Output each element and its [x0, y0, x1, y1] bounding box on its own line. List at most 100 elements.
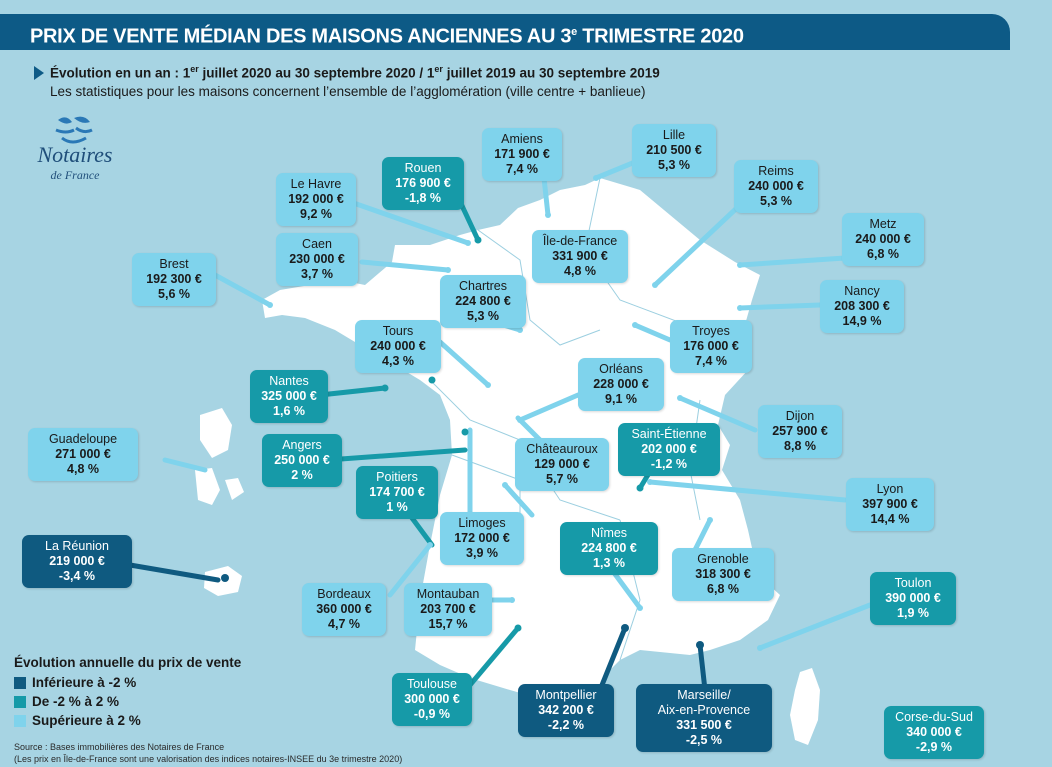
city-box-brest: Brest 192 300 €5,6 % — [132, 253, 216, 306]
city-evolution: 9,2 % — [300, 207, 332, 221]
city-name: Tours — [382, 324, 414, 338]
city-name: Nancy — [844, 284, 880, 298]
city-evolution: -3,4 % — [58, 569, 96, 583]
city-price: 325 000 € — [261, 389, 317, 403]
city-name: Brest — [159, 257, 189, 271]
city-price: 250 000 € — [274, 453, 330, 467]
city-box-limoges: Limoges 172 000 €3,9 % — [440, 512, 524, 565]
city-box-angers: Angers 250 000 €2 % — [262, 434, 342, 487]
city-name: Caen — [302, 237, 332, 251]
city-box-n-mes: Nîmes 224 800 €1,3 % — [560, 522, 658, 575]
city-name: Metz — [869, 217, 897, 231]
source-line-1: Source : Bases immobilières des Notaires… — [14, 742, 225, 752]
city-evolution: 5,3 % — [658, 158, 690, 172]
city-box-montauban: Montauban 203 700 €15,7 % — [404, 583, 492, 636]
city-evolution: 4,8 % — [67, 462, 99, 476]
city-box--le-de-france: Île-de-France 331 900 €4,8 % — [532, 230, 628, 283]
city-box-metz: Metz 240 000 €6,8 % — [842, 213, 924, 266]
city-box-toulon: Toulon 390 000 €1,9 % — [870, 572, 956, 625]
subtitle-part-b: juillet 2020 au 30 septembre 2020 / 1 — [198, 65, 435, 81]
city-name: Bordeaux — [317, 587, 371, 601]
city-evolution: -2,9 % — [915, 740, 953, 754]
city-dots — [267, 175, 763, 651]
legend-swatch-mid — [14, 695, 26, 708]
city-box-saint-tienne: Saint-Étienne 202 000 € -1,2 % — [618, 423, 720, 476]
city-price: 230 000 € — [289, 252, 345, 266]
city-name: Lille — [662, 128, 686, 142]
city-price: 192 300 € — [146, 272, 202, 286]
city-price: 203 700 € — [420, 602, 476, 616]
city-price: 240 000 € — [370, 339, 426, 353]
subtitle: Évolution en un an : 1er juillet 2020 au… — [50, 64, 660, 81]
city-price: 192 000 € — [288, 192, 344, 206]
city-price: 257 900 € — [772, 424, 828, 438]
city-box-nantes: Nantes 325 000 €1,6 % — [250, 370, 328, 423]
city-name: Troyes — [692, 324, 730, 338]
city-evolution: 6,8 % — [867, 247, 899, 261]
logo-emblem-icon — [55, 116, 93, 144]
city-name: Marseille/ — [677, 688, 731, 702]
city-evolution: -2,2 % — [547, 718, 585, 732]
city-name: Corse-du-Sud — [895, 710, 973, 724]
subtitle-sup-1: er — [190, 64, 199, 74]
city-name: Lyon — [876, 482, 904, 496]
city-box-chartres: Chartres 224 800 €5,3 % — [440, 275, 526, 328]
city-name: Reims — [758, 164, 794, 178]
legend-label-high: Supérieure à 2 % — [32, 713, 141, 728]
city-box-toulouse: Toulouse 300 000 € -0,9 % — [392, 673, 472, 726]
city-price: 300 000 € — [404, 692, 460, 706]
city-evolution: 4,8 % — [564, 264, 596, 278]
title-pre: PRIX DE VENTE MÉDIAN DES MAISONS ANCIENN… — [30, 25, 572, 48]
city-box-montpellier: Montpellier 342 200 € -2,2 % — [518, 684, 614, 737]
city-price: 219 000 € — [49, 554, 105, 568]
city-name: Montauban — [416, 587, 480, 601]
city-price: 340 000 € — [906, 725, 962, 739]
city-name: Île-de-France — [542, 234, 618, 248]
legend: Évolution annuelle du prix de vente Infé… — [14, 655, 241, 730]
city-price: 208 300 € — [834, 299, 890, 313]
notaires-logo: Notaires de France — [30, 112, 120, 183]
city-box-caen: Caen 230 000 €3,7 % — [276, 233, 358, 286]
city-evolution: 5,3 % — [760, 194, 792, 208]
city-evolution: 4,7 % — [328, 617, 360, 631]
legend-label-low: Inférieure à -2 % — [32, 675, 137, 690]
city-evolution: 15,7 % — [428, 617, 468, 631]
city-evolution: 1 % — [386, 500, 408, 514]
title-post: TRIMESTRE 2020 — [577, 25, 744, 48]
city-name: Chartres — [459, 279, 507, 293]
city-evolution: 1,3 % — [593, 556, 625, 570]
city-name: Limoges — [458, 516, 506, 530]
legend-item-high: Supérieure à 2 % — [14, 711, 241, 730]
city-box-lyon: Lyon 397 900 €14,4 % — [846, 478, 934, 531]
city-evolution: 5,3 % — [467, 309, 499, 323]
city-box-tours: Tours 240 000 €4,3 % — [355, 320, 441, 373]
city-price: 224 800 € — [581, 541, 637, 555]
city-evolution: 5,6 % — [158, 287, 190, 301]
city-evolution: 6,8 % — [707, 582, 739, 596]
city-price: 240 000 € — [748, 179, 804, 193]
city-price: 228 000 € — [593, 377, 649, 391]
city-box-lille: Lille 210 500 €5,3 % — [632, 124, 716, 177]
guadeloupe-island — [200, 408, 232, 458]
city-evolution: 8,8 % — [784, 439, 816, 453]
city-price: 331 900 € — [552, 249, 608, 263]
city-evolution: 4,3 % — [382, 354, 414, 368]
city-evolution: 3,9 % — [466, 546, 498, 560]
city-name: Rouen — [404, 161, 442, 175]
city-price: 176 000 € — [683, 339, 739, 353]
city-name: Nîmes — [590, 526, 628, 540]
city-name: Amiens — [501, 132, 543, 146]
city-name: La Réunion — [45, 539, 109, 553]
city-price: 129 000 € — [534, 457, 590, 471]
city-evolution: -1,8 % — [404, 191, 442, 205]
city-price: 171 900 € — [494, 147, 550, 161]
city-price: 342 200 € — [538, 703, 594, 717]
legend-title: Évolution annuelle du prix de vente — [14, 655, 242, 670]
city-box-poitiers: Poitiers 174 700 €1 % — [356, 466, 438, 519]
city-box-orl-ans: Orléans 228 000 €9,1 % — [578, 358, 664, 411]
city-name: Dijon — [785, 409, 815, 423]
city-box-la-r-union: La Réunion 219 000 € -3,4 % — [22, 535, 132, 588]
city-name: Grenoble — [697, 552, 749, 566]
city-box-reims: Reims 240 000 €5,3 % — [734, 160, 818, 213]
city-name: Saint-Étienne — [631, 427, 707, 441]
